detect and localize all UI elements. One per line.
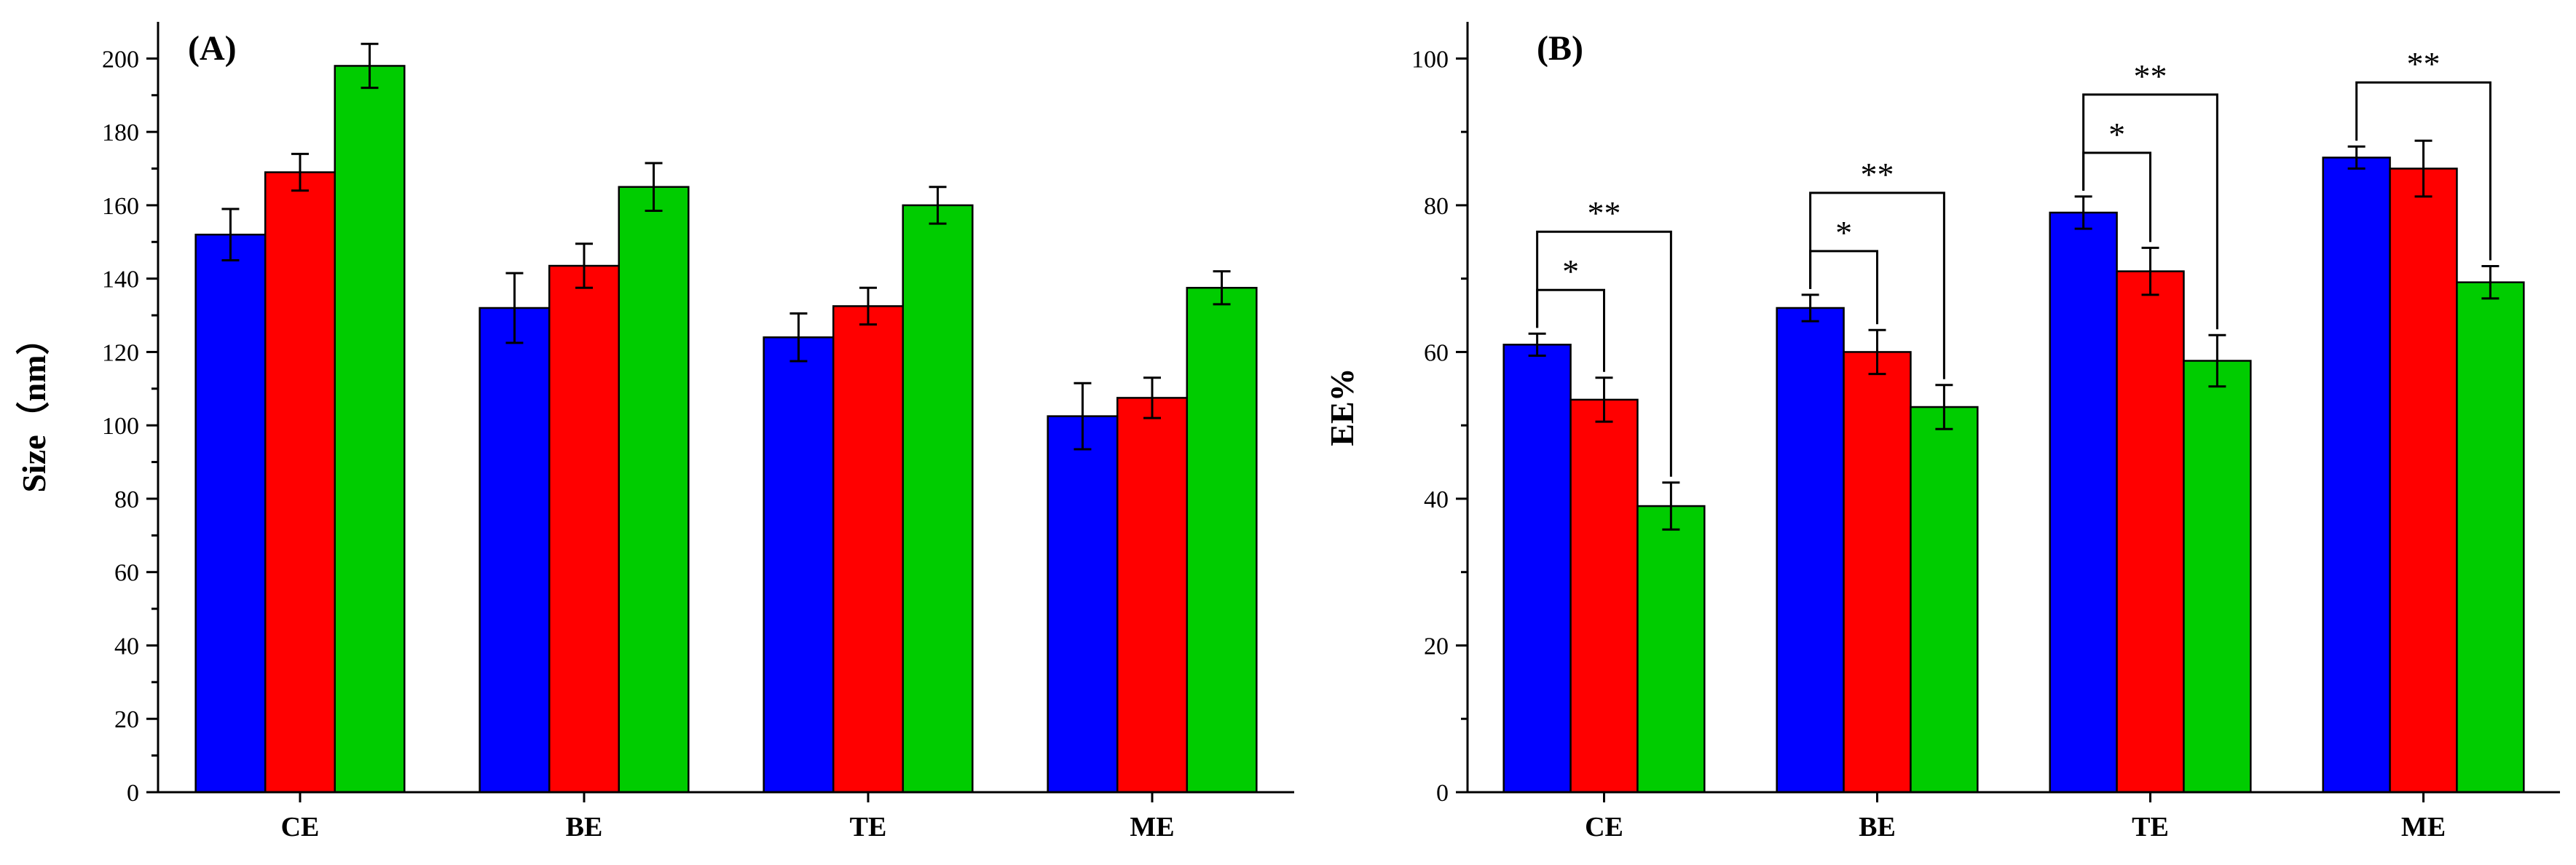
y-tick-label: 0	[127, 780, 139, 807]
y-tick-label: 40	[114, 633, 139, 660]
y-tick-label: 120	[102, 339, 139, 366]
panel-label: (B)	[1537, 29, 1583, 68]
category-label-be: BE	[1859, 812, 1896, 842]
bar-ce-red	[1569, 398, 1639, 794]
significance-bracket	[2355, 81, 2492, 261]
bar-te-red	[832, 305, 905, 794]
bar-ce-blue	[1502, 344, 1572, 794]
significance-bracket	[1536, 230, 1672, 477]
y-tick-label: 60	[1424, 339, 1449, 366]
bar-te-red	[2116, 270, 2185, 794]
y-tick-label: 140	[102, 266, 139, 293]
significance-label: *	[1562, 253, 1579, 290]
category-label-te: TE	[850, 812, 887, 842]
bar-me-green	[1186, 287, 1258, 794]
y-tick-label: 180	[102, 119, 139, 146]
significance-label: **	[1861, 156, 1894, 193]
bar-te-blue	[763, 336, 835, 794]
y-tick-label: 20	[1424, 633, 1449, 660]
panel-label: (A)	[188, 29, 237, 68]
bar-be-green	[618, 186, 690, 794]
bar-be-red	[548, 264, 621, 794]
bar-me-green	[2456, 281, 2525, 794]
bar-ce-blue	[194, 233, 267, 794]
bar-me-blue	[2322, 157, 2391, 794]
y-tick-label: 40	[1424, 486, 1449, 513]
bar-be-blue	[1776, 307, 1845, 794]
panel-a: 0 20 40 60 80 100 120 140 160 180 200 CE BE TE ME (A) Si…	[15, 22, 1294, 842]
significance-label: *	[2108, 116, 2125, 153]
category-label-te: TE	[2132, 812, 2169, 842]
y-axis-title: EE%	[1323, 368, 1360, 446]
bar-be-blue	[478, 307, 551, 794]
category-label-ce: CE	[281, 812, 320, 842]
significance-label: *	[1835, 214, 1852, 251]
y-tick-label: 100	[102, 413, 139, 440]
significance-label: **	[1588, 194, 1621, 232]
y-tick-label: 200	[102, 46, 139, 73]
y-tick-label: 60	[114, 560, 139, 587]
bar-ce-green	[1636, 505, 1706, 794]
y-tick-label: 80	[114, 486, 139, 513]
bar-be-green	[1910, 406, 1979, 794]
y-tick-label: 20	[114, 706, 139, 733]
bar-be-red	[1843, 351, 1912, 794]
bar-me-red	[1116, 397, 1189, 794]
category-label-ce: CE	[1585, 812, 1623, 842]
y-tick-label: 80	[1424, 193, 1449, 220]
bar-te-green	[902, 204, 974, 794]
y-axis-title: Size（nm）	[15, 321, 52, 492]
y-tick-label: 100	[1411, 46, 1449, 73]
bar-ce-green	[334, 65, 406, 794]
category-label-me: ME	[2401, 812, 2446, 842]
significance-label: **	[2134, 58, 2167, 95]
significance-bracket	[1809, 191, 1945, 379]
bar-ce-red	[264, 171, 336, 794]
category-label-be: BE	[566, 812, 603, 842]
category-label-me: ME	[1130, 812, 1174, 842]
bar-me-red	[2389, 167, 2458, 794]
y-tick-label: 160	[102, 193, 139, 220]
y-tick-label: 0	[1436, 780, 1449, 807]
bar-te-green	[2183, 360, 2252, 794]
significance-bracket	[2082, 93, 2218, 330]
significance-label: **	[2407, 45, 2441, 82]
bar-te-blue	[2049, 211, 2118, 794]
bar-me-blue	[1047, 415, 1119, 794]
